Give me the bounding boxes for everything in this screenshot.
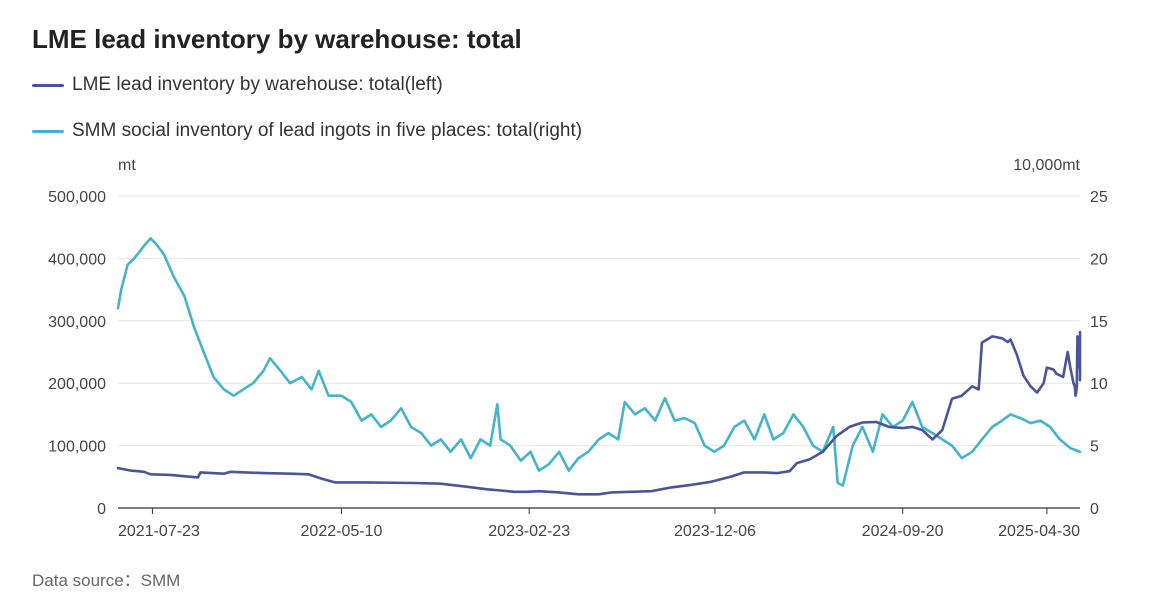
gridlines: [118, 195, 1080, 509]
left-tick-label: 400,000: [48, 251, 106, 268]
legend-item-smm[interactable]: SMM social inventory of lead ingots in f…: [32, 120, 582, 142]
left-tick-label: 300,000: [48, 314, 106, 331]
x-tick-label: 2025-04-30: [998, 523, 1080, 540]
right-axis-ticks: 0 5 10 15 20 25: [1090, 189, 1108, 518]
series-line-lme: [116, 330, 1082, 496]
legend-item-lme[interactable]: LME lead inventory by warehouse: total(l…: [32, 74, 443, 96]
x-axis-ticks: 2021-07-23 2022-05-10 2023-02-23 2023-12-06…: [118, 508, 1080, 540]
right-tick-label: 0: [1090, 501, 1099, 518]
x-tick-label: 2023-12-06: [674, 523, 756, 540]
x-tick-label: 2021-07-23: [118, 523, 200, 540]
chart-title: LME lead inventory by warehouse: total: [32, 24, 522, 54]
legend-swatch-smm: [32, 129, 64, 133]
data-source-note: Data source：SMM: [32, 571, 181, 590]
left-axis-unit: mt: [118, 157, 136, 174]
x-tick-label: 2022-05-10: [301, 523, 383, 540]
left-tick-label: 200,000: [48, 376, 106, 393]
right-tick-label: 15: [1090, 314, 1108, 331]
series-line-smm: [116, 237, 1082, 487]
right-tick-label: 20: [1090, 251, 1108, 268]
left-tick-label: 100,000: [48, 439, 106, 456]
series-lines: [116, 237, 1082, 496]
legend-label-lme: LME lead inventory by warehouse: total(l…: [72, 74, 443, 95]
legend-swatch-lme: [32, 83, 64, 87]
right-tick-label: 25: [1090, 189, 1108, 206]
right-tick-label: 10: [1090, 376, 1108, 393]
x-tick-label: 2024-09-20: [862, 523, 944, 540]
left-tick-label: 0: [97, 501, 106, 518]
right-tick-label: 5: [1090, 439, 1099, 456]
right-axis-unit: 10,000mt: [1013, 157, 1080, 174]
left-axis-ticks: 0 100,000 200,000 300,000 400,000 500,000: [48, 189, 106, 518]
left-tick-label: 500,000: [48, 189, 106, 206]
legend-label-smm: SMM social inventory of lead ingots in f…: [72, 120, 583, 141]
x-tick-label: 2023-02-23: [488, 523, 570, 540]
